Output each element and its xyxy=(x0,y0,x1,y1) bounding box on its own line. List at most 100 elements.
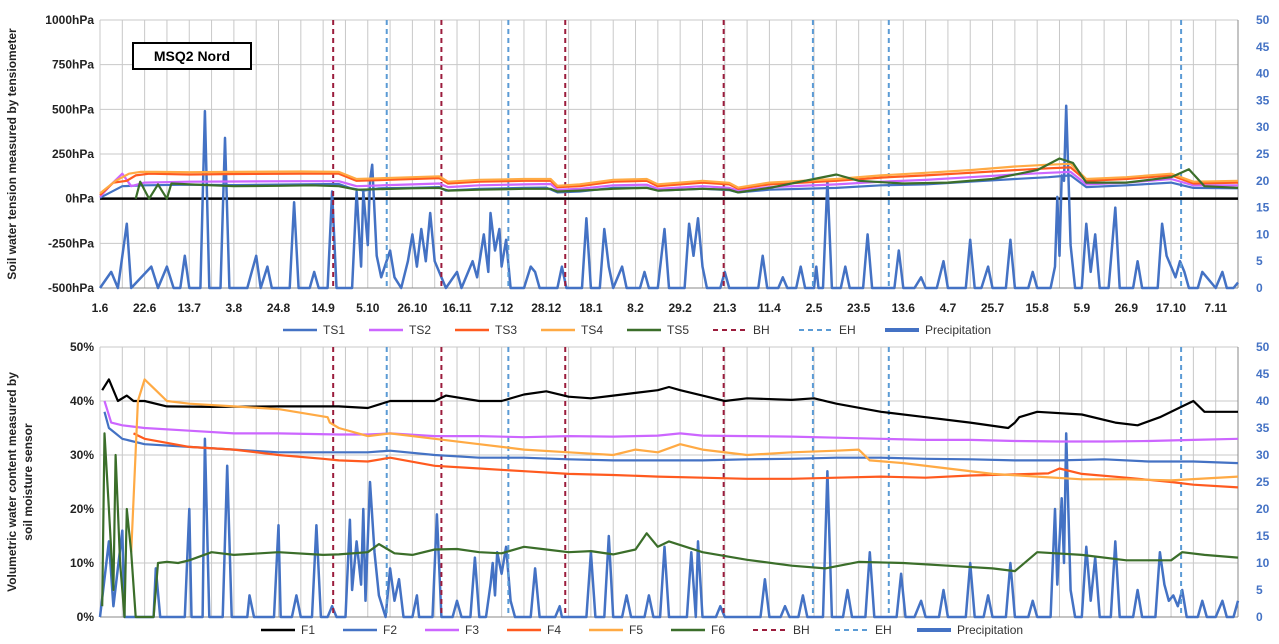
y2-tick-label: 15 xyxy=(1256,529,1270,543)
x-tick-label: 2.5 xyxy=(806,301,823,315)
y-tick-label: 30% xyxy=(70,448,94,462)
chart-panel-2: 50% 40% 30% 20% 10% 0% 0 5 10 15 20 25 30 35 40 45 50 Vol… xyxy=(5,340,1270,637)
y2-tick-label: 15 xyxy=(1256,201,1270,215)
y-tick-label: 500hPa xyxy=(52,102,94,116)
x-tick-label: 28.12 xyxy=(531,301,561,315)
series-f4 xyxy=(133,432,1239,489)
x-tick-label: 21.3 xyxy=(713,301,737,315)
legend-item-f3: F3 xyxy=(425,623,479,637)
series-ts2 xyxy=(99,170,1238,198)
legend-item-ts1: TS1 xyxy=(283,323,345,337)
y-tick-label: -500hPa xyxy=(48,281,94,295)
x-tick-label: 13.6 xyxy=(892,301,916,315)
y2-tick-label: 5 xyxy=(1256,254,1263,268)
y2-tick-label: 25 xyxy=(1256,475,1270,489)
y-tick-label: 750hPa xyxy=(52,58,94,72)
y2-tick-label: 45 xyxy=(1256,40,1270,54)
legend-label: EH xyxy=(839,323,856,337)
legend-label: BH xyxy=(753,323,770,337)
x-tick-label: 7.11 xyxy=(1204,301,1227,315)
x-tick-label: 15.8 xyxy=(1025,301,1049,315)
legend-label: BH xyxy=(793,623,810,637)
series-f5 xyxy=(130,378,1239,553)
y2-tick-label: 50 xyxy=(1256,340,1270,354)
y-tick-label: 10% xyxy=(70,556,94,570)
legend-item-ts5: TS5 xyxy=(627,323,689,337)
y-tick-label: 0% xyxy=(77,610,95,624)
x-tick-label: 26.9 xyxy=(1115,301,1139,315)
legend-label: TS1 xyxy=(323,323,345,337)
y2-tick-label: 45 xyxy=(1256,367,1270,381)
precipitation-series xyxy=(98,432,1240,619)
legend-item-eh: EH xyxy=(799,323,856,337)
legend-item-f5: F5 xyxy=(589,623,643,637)
x-tick-label: 7.12 xyxy=(490,301,514,315)
x-tick-label: 29.2 xyxy=(668,301,692,315)
legend-item-f2: F2 xyxy=(343,623,397,637)
legend-label: TS5 xyxy=(667,323,689,337)
x-tick-label: 3.8 xyxy=(226,301,243,315)
y2-tick-label: 0 xyxy=(1256,610,1263,624)
x-tick-label: 22.6 xyxy=(133,301,157,315)
x-tick-label: 14.9 xyxy=(311,301,335,315)
x-tick-label: 1.6 xyxy=(92,301,109,315)
x-tick-label: 5.9 xyxy=(1073,301,1090,315)
legend-label: Precipitation xyxy=(925,323,991,337)
y2-tick-label: 0 xyxy=(1256,281,1263,295)
label-box xyxy=(132,42,252,70)
x-tick-label: 23.5 xyxy=(847,301,871,315)
legend-label: F1 xyxy=(301,623,315,637)
legend-item-ts4: TS4 xyxy=(541,323,603,337)
legend-item-f6: F6 xyxy=(671,623,725,637)
y2-tick-label: 30 xyxy=(1256,120,1270,134)
y2-tick-label: 10 xyxy=(1256,556,1270,570)
legend-item-ts2: TS2 xyxy=(369,323,431,337)
legend-label: F6 xyxy=(711,623,725,637)
y-tick-label: 0hPa xyxy=(65,192,94,206)
legend-label: F4 xyxy=(547,623,561,637)
legend-item-f1: F1 xyxy=(261,623,315,637)
y-axis-title: Soil water tension measured by tensiomet… xyxy=(5,28,19,280)
y2-tick-label: 25 xyxy=(1256,147,1270,161)
legend-label: F5 xyxy=(629,623,643,637)
x-tick-label: 13.7 xyxy=(178,301,202,315)
y-axis-title: Volumetric water content measured by xyxy=(5,372,19,592)
y-tick-label: 250hPa xyxy=(52,147,94,161)
series-ts5 xyxy=(134,157,1239,200)
x-tick-label: 16.11 xyxy=(442,301,472,315)
legend-label: TS4 xyxy=(581,323,603,337)
legend-item-precipitation: Precipitation xyxy=(885,323,991,337)
x-tick-label: 11.4 xyxy=(758,301,781,315)
chart-panel-1: 1000hPa 750hPa 500hPa 250hPa 0hPa -250hPa -500… xyxy=(5,13,1270,337)
y2-tick-label: 35 xyxy=(1256,421,1270,435)
x-tick-label: 5.10 xyxy=(356,301,380,315)
label-box-text: MSQ2 Nord xyxy=(154,48,230,64)
legend-item-f4: F4 xyxy=(507,623,561,637)
y-tick-label: -250hPa xyxy=(48,236,94,250)
y2-tick-label: 35 xyxy=(1256,93,1270,107)
y2-tick-label: 30 xyxy=(1256,448,1270,462)
x-tick-label: 26.10 xyxy=(397,301,427,315)
y2-tick-label: 40 xyxy=(1256,67,1270,81)
legend-label: TS3 xyxy=(495,323,517,337)
x-tick-label: 8.2 xyxy=(627,301,644,315)
legend-label: TS2 xyxy=(409,323,431,337)
x-tick-label: 25.7 xyxy=(981,301,1005,315)
y-tick-label: 1000hPa xyxy=(45,13,94,27)
series-ts3 xyxy=(99,166,1239,196)
series-f1 xyxy=(101,378,1238,430)
x-tick-label: 4.7 xyxy=(940,301,957,315)
y2-tick-label: 10 xyxy=(1256,227,1270,241)
legend-item-bh: BH xyxy=(753,623,810,637)
y-tick-label: 20% xyxy=(70,502,94,516)
legend-item-precipitation: Precipitation xyxy=(917,623,1023,637)
legend-label: F3 xyxy=(465,623,479,637)
series-f6 xyxy=(101,432,1239,619)
y-axis-title: soil moisture sensor xyxy=(21,423,35,541)
precipitation-series xyxy=(98,104,1239,290)
x-tick-label: 18.1 xyxy=(579,301,603,315)
y2-tick-label: 40 xyxy=(1256,394,1270,408)
legend-item-bh: BH xyxy=(713,323,770,337)
y2-tick-label: 5 xyxy=(1256,583,1263,597)
